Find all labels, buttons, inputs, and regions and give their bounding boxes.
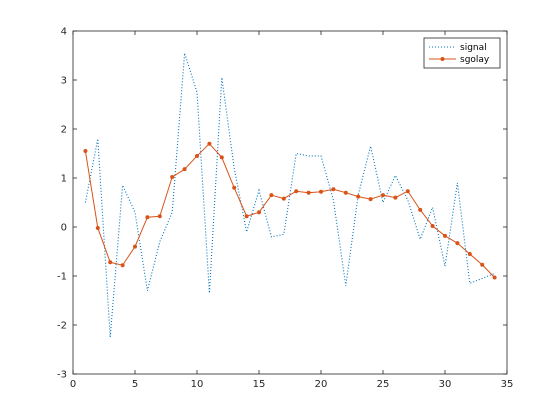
plot-area (73, 31, 507, 374)
x-tick-label: 20 (315, 379, 328, 390)
series-signal (84, 52, 495, 338)
data-point-sgolay (145, 215, 150, 220)
data-point-sgolay (418, 207, 423, 212)
data-point-sgolay (492, 275, 497, 280)
data-point-sgolay (430, 224, 435, 229)
x-tick-label: 10 (191, 379, 204, 390)
data-point-sgolay (455, 241, 460, 246)
x-tick-label: 25 (377, 379, 390, 390)
series-layer (83, 52, 497, 338)
y-tick-label: 4 (61, 27, 67, 38)
data-point-sgolay (443, 233, 447, 238)
y-tick-label: 2 (61, 125, 67, 136)
y-tick-label: 0 (61, 223, 67, 234)
y-tick-label: 3 (61, 76, 67, 87)
data-point-sgolay (381, 193, 385, 198)
data-point-sgolay (269, 193, 274, 198)
y-tick-label: 1 (61, 174, 67, 185)
data-point-sgolay (356, 194, 361, 199)
data-point-sgolay (207, 141, 212, 146)
data-point-sgolay (405, 189, 410, 194)
data-point-sgolay (257, 210, 261, 215)
x-tick-label: 0 (70, 379, 76, 390)
series-line-sgolay (84, 142, 495, 278)
axes-box (72, 30, 508, 375)
data-point-sgolay (244, 214, 249, 219)
series-line-signal (84, 52, 495, 338)
legend-marker-sgolay (440, 57, 445, 61)
data-point-sgolay (294, 189, 299, 194)
x-tick-label: 15 (253, 379, 266, 390)
data-point-sgolay (306, 190, 311, 195)
legend: signal sgolay (423, 37, 501, 69)
data-point-sgolay (157, 214, 162, 219)
y-tick-label: -3 (57, 370, 67, 381)
y-tick-label: -1 (57, 272, 67, 283)
data-point-sgolay (133, 244, 137, 249)
data-point-sgolay (170, 175, 175, 180)
data-point-sgolay (331, 187, 336, 192)
data-point-sgolay (343, 190, 348, 195)
legend-label-sgolay: sgolay (460, 55, 490, 65)
x-tick-label: 30 (439, 379, 452, 390)
data-point-sgolay (95, 225, 100, 230)
axes-layer: 0 5 10 15 20 25 30 35 -3 -2 -1 0 1 2 3 4 (57, 27, 513, 391)
data-point-sgolay (467, 251, 472, 256)
y-tick-label: -2 (57, 321, 67, 332)
data-point-sgolay (232, 185, 237, 190)
data-point-sgolay (480, 262, 485, 267)
data-point-sgolay (319, 189, 323, 194)
data-point-sgolay (368, 197, 373, 202)
x-tick-label: 5 (132, 379, 138, 390)
data-point-sgolay (219, 155, 224, 160)
data-point-sgolay (120, 263, 125, 268)
data-point-sgolay (195, 153, 199, 158)
data-point-sgolay (281, 196, 286, 201)
data-point-sgolay (182, 167, 187, 172)
data-point-sgolay (108, 260, 113, 265)
data-point-sgolay (393, 195, 398, 200)
data-point-sgolay (83, 149, 88, 154)
x-tick-label: 35 (501, 379, 514, 390)
legend-label-signal: signal (460, 43, 487, 53)
series-sgolay (83, 141, 497, 280)
legend-box (423, 37, 501, 69)
